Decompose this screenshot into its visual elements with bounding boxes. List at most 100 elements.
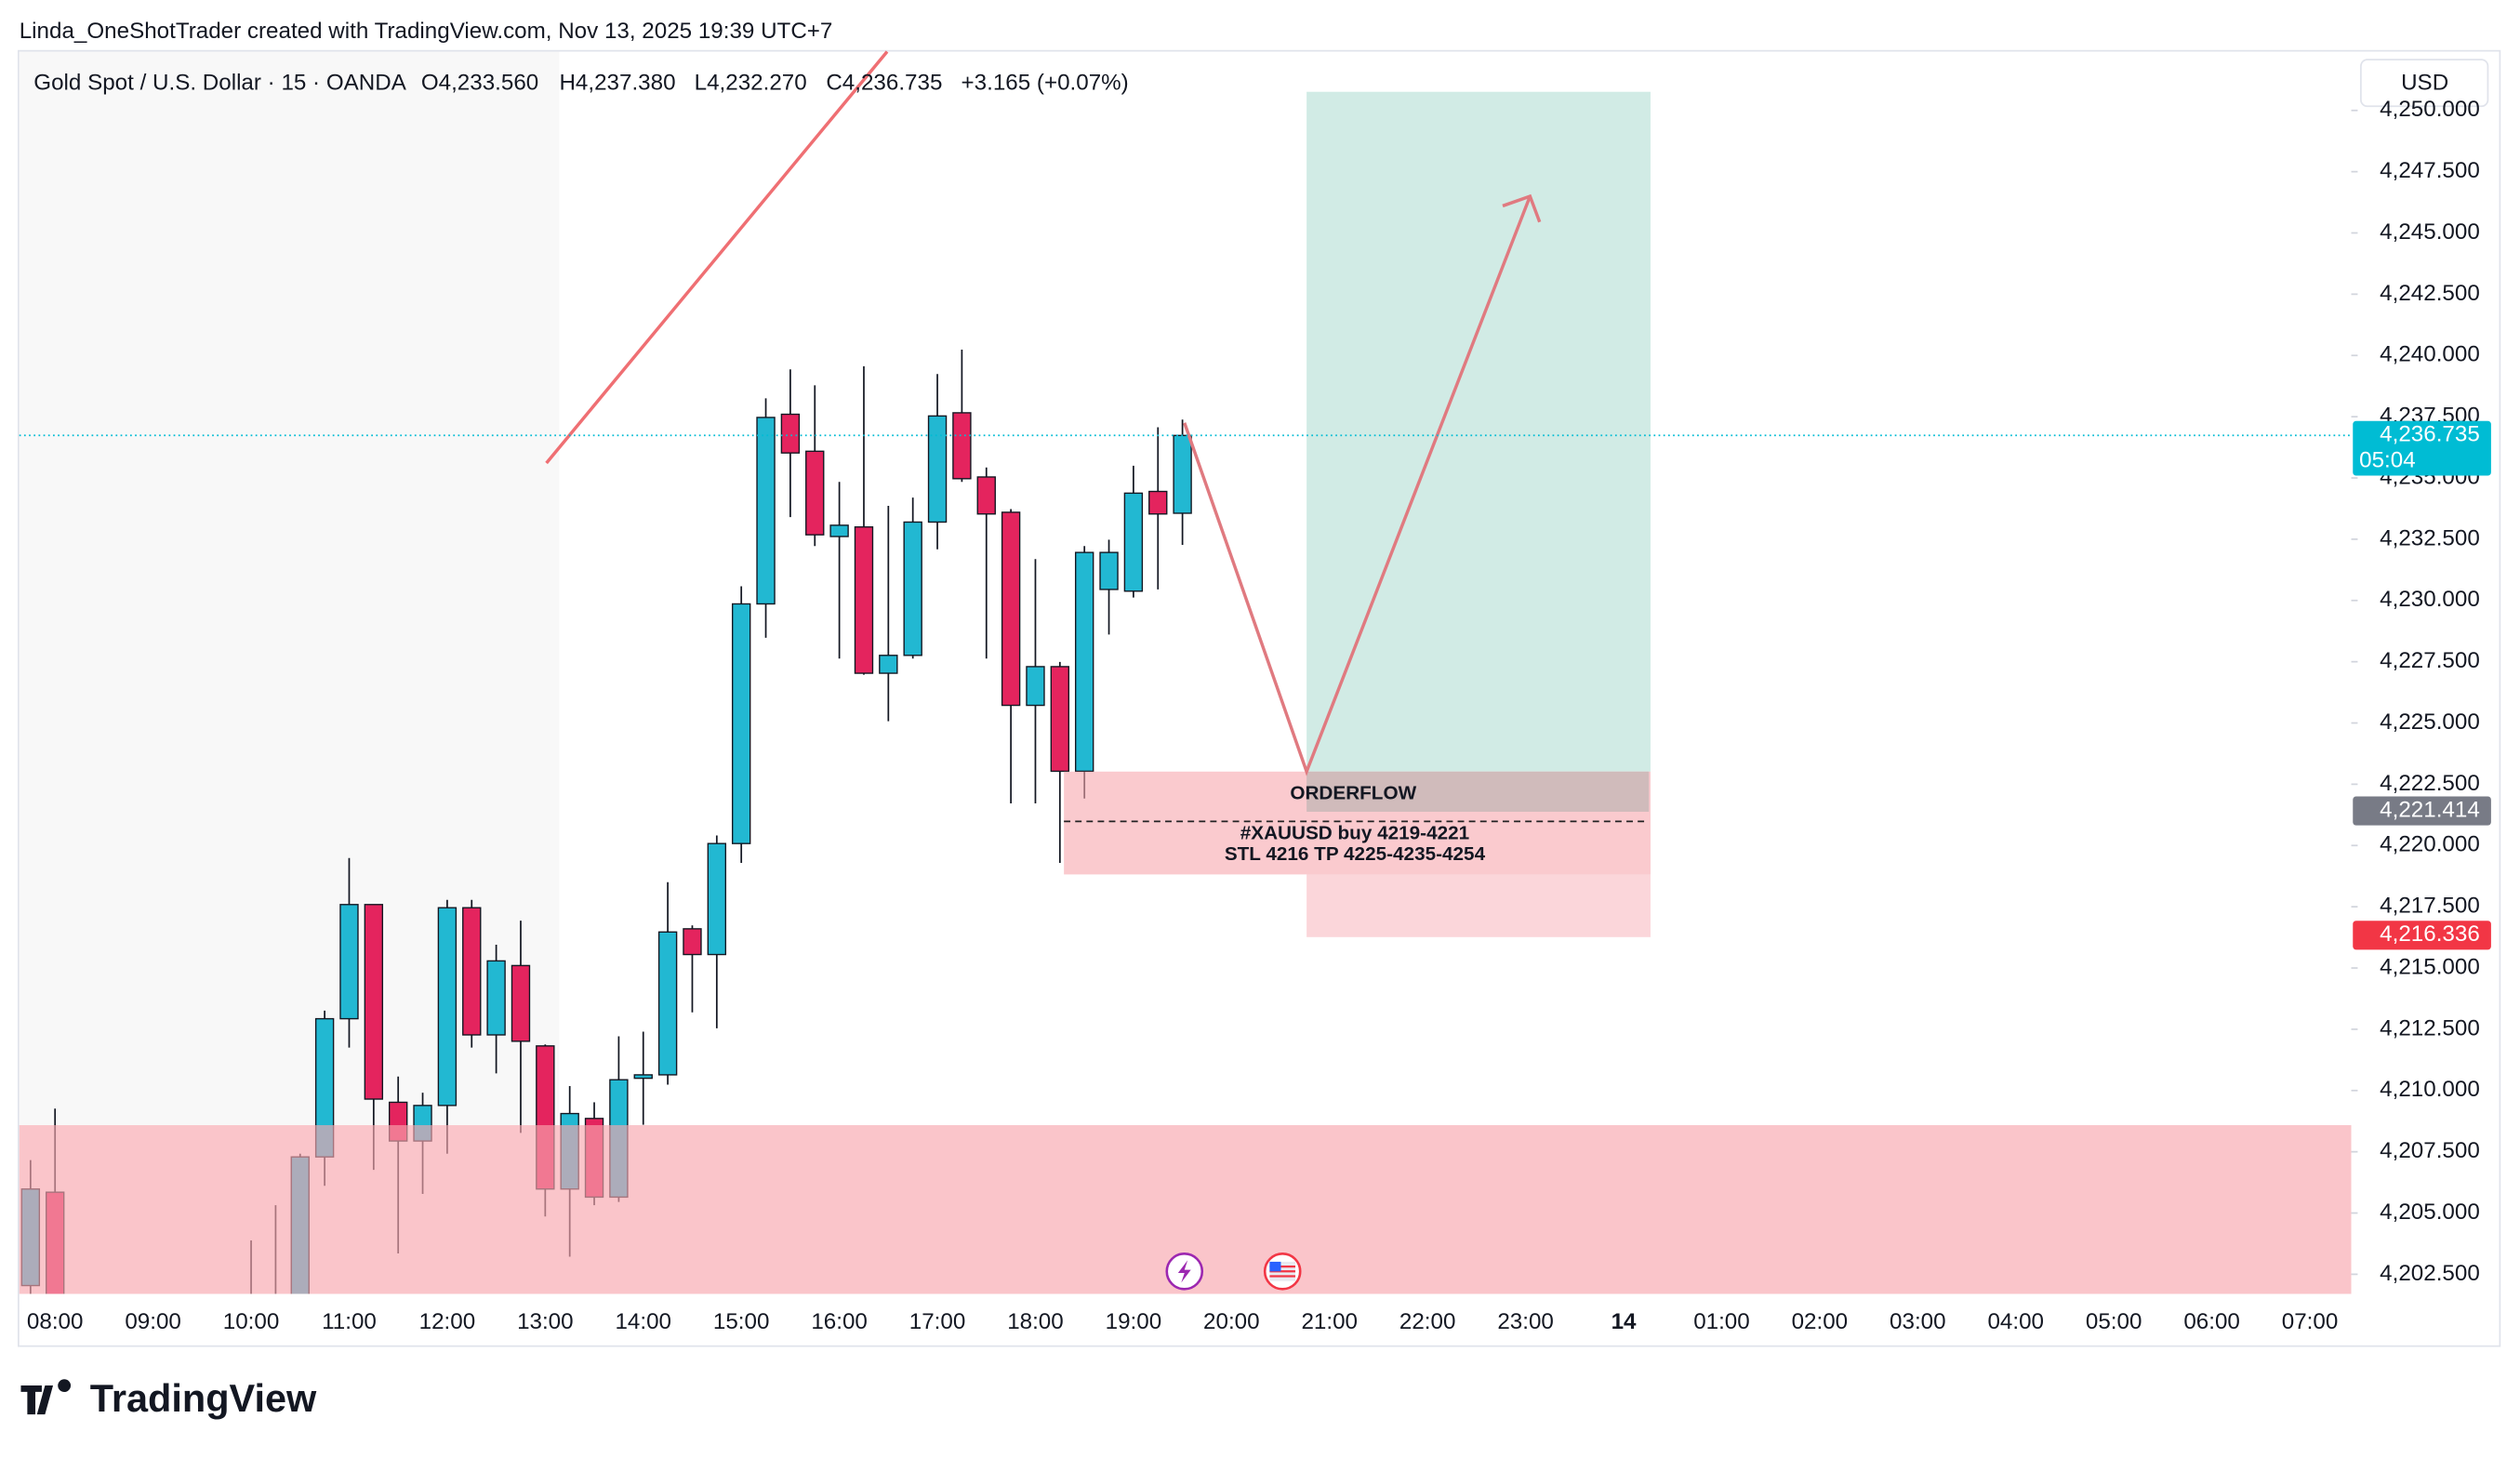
- stop-zone: [1306, 874, 1651, 937]
- y-tick-label: 4,230.000: [2380, 587, 2480, 612]
- chart-frame: [18, 49, 2501, 1347]
- x-tick-label: 14: [1611, 1309, 1637, 1334]
- candle-body: [879, 655, 898, 674]
- price-label-bg: [2353, 420, 2491, 476]
- candle-body: [364, 904, 384, 1100]
- price-label: 4,221.414: [2380, 797, 2480, 822]
- candle-body: [633, 1074, 653, 1080]
- x-tick-label: 06:00: [2183, 1309, 2240, 1334]
- candle-body: [1123, 492, 1144, 592]
- y-tick-label: 4,227.500: [2380, 648, 2480, 673]
- x-tick-label: 17:00: [909, 1309, 966, 1334]
- y-tick-label: 4,210.000: [2380, 1077, 2480, 1102]
- legend-value: L4,232.270: [695, 70, 807, 95]
- candle-body: [780, 413, 801, 454]
- x-tick-label: 21:00: [1301, 1309, 1358, 1334]
- y-tick-label: 4,207.500: [2380, 1138, 2480, 1163]
- brand-logo: [20, 1379, 72, 1415]
- legend-value: +3.165 (+0.07%): [962, 70, 1129, 95]
- y-tick-label: 4,202.500: [2380, 1261, 2480, 1286]
- currency: USD: [2401, 70, 2448, 95]
- price-axis: [2351, 51, 2500, 1294]
- candle-body: [952, 412, 972, 480]
- price-label-bg: [2353, 796, 2491, 826]
- legend-value: C4,236.735: [826, 70, 942, 95]
- y-tick-label: 4,247.500: [2380, 158, 2480, 183]
- event-icon-glyph: [1177, 1260, 1191, 1283]
- x-tick-label: 05:00: [2086, 1309, 2142, 1334]
- currency-button[interactable]: [2360, 59, 2489, 108]
- x-tick-label: 01:00: [1693, 1309, 1750, 1334]
- candle-body: [976, 476, 996, 515]
- y-tick-label: 4,212.500: [2380, 1015, 2480, 1040]
- candle-body: [829, 524, 849, 537]
- candle-body: [511, 964, 531, 1042]
- candle-body: [731, 603, 751, 844]
- candle-body: [683, 928, 702, 956]
- x-tick-label: 20:00: [1203, 1309, 1260, 1334]
- candle-body: [854, 526, 874, 674]
- candle-body: [1074, 551, 1094, 773]
- y-tick-label: 4,222.500: [2380, 771, 2480, 796]
- candle-body: [486, 960, 506, 1036]
- price-label: 4,236.735: [2380, 422, 2480, 447]
- x-tick-label: 07:00: [2282, 1309, 2339, 1334]
- price-label-bg: [2353, 921, 2491, 950]
- price-label: 4,216.336: [2380, 921, 2480, 947]
- x-tick-label: 04:00: [1987, 1309, 2044, 1334]
- y-tick-label: 4,215.000: [2380, 954, 2480, 979]
- x-tick-label: 03:00: [1890, 1309, 1946, 1334]
- x-tick-label: 14:00: [615, 1309, 671, 1334]
- countdown: 05:04: [2359, 447, 2416, 472]
- candle-body: [437, 907, 458, 1107]
- x-tick-label: 09:00: [125, 1309, 181, 1334]
- annotation: #XAUUSD buy 4219-4221: [1240, 823, 1469, 844]
- candle-body: [1026, 666, 1045, 707]
- annotation: ORDERFLOW: [1290, 782, 1416, 803]
- x-tick-label: 18:00: [1007, 1309, 1064, 1334]
- x-tick-label: 22:00: [1399, 1309, 1456, 1334]
- brand: TradingView: [90, 1376, 317, 1420]
- candle-body: [1099, 551, 1119, 590]
- y-tick-label: 4,245.000: [2380, 219, 2480, 245]
- candle-body: [462, 907, 482, 1036]
- candle-body: [903, 521, 922, 656]
- y-tick-label: 4,250.000: [2380, 97, 2480, 122]
- x-tick-label: 16:00: [811, 1309, 868, 1334]
- chart-title: Gold Spot / U.S. Dollar · 15 · OANDA: [33, 70, 406, 95]
- flag-canton: [1269, 1261, 1281, 1272]
- x-tick-label: 11:00: [322, 1309, 377, 1334]
- legend-value: H4,237.380: [559, 70, 675, 95]
- candle-body: [1173, 434, 1192, 514]
- y-tick-label: 4,205.000: [2380, 1200, 2480, 1225]
- legend-value: O4,233.560: [421, 70, 538, 95]
- candle-body: [1001, 511, 1021, 707]
- x-tick-label: 08:00: [27, 1309, 84, 1334]
- y-tick-label: 4,240.000: [2380, 342, 2480, 367]
- x-tick-label: 23:00: [1497, 1309, 1554, 1334]
- y-tick-label: 4,217.500: [2380, 894, 2480, 919]
- path-projection: [1183, 195, 1532, 776]
- candle-body: [1148, 490, 1168, 515]
- ohlc-legend: O4,233.560 H4,237.380 L4,232.270 C4,236.…: [421, 70, 1129, 95]
- candle-body: [657, 931, 678, 1076]
- x-tick-label: 10:00: [223, 1309, 280, 1334]
- y-tick-label: 4,220.000: [2380, 832, 2480, 857]
- annotation: STL 4216 TP 4225-4235-4254: [1225, 843, 1486, 865]
- candle-body: [1050, 666, 1070, 773]
- y-tick-label: 4,242.500: [2380, 281, 2480, 306]
- target-zone: [1306, 91, 1651, 772]
- trend-line: [545, 50, 889, 465]
- candle-body: [707, 842, 727, 956]
- credit: Linda_OneShotTrader created with Trading…: [20, 19, 833, 44]
- x-tick-label: 13:00: [517, 1309, 574, 1334]
- x-tick-label: 02:00: [1792, 1309, 1849, 1334]
- x-tick-label: 15:00: [713, 1309, 770, 1334]
- candle-body: [805, 450, 825, 536]
- arrow-head: [1502, 193, 1542, 223]
- x-tick-label: 19:00: [1106, 1309, 1162, 1334]
- candle-body: [339, 904, 359, 1020]
- candle-body: [927, 415, 948, 524]
- x-tick-label: 12:00: [419, 1309, 476, 1334]
